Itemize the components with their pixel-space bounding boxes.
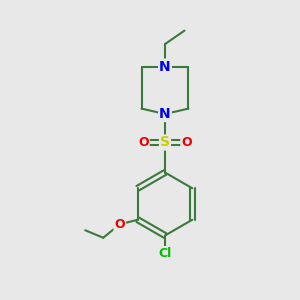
Text: N: N (159, 107, 171, 121)
Text: O: O (138, 136, 149, 149)
Text: N: N (159, 60, 171, 74)
Text: O: O (181, 136, 192, 149)
Text: Cl: Cl (158, 247, 172, 260)
Text: O: O (114, 218, 125, 231)
Text: S: S (160, 136, 170, 149)
